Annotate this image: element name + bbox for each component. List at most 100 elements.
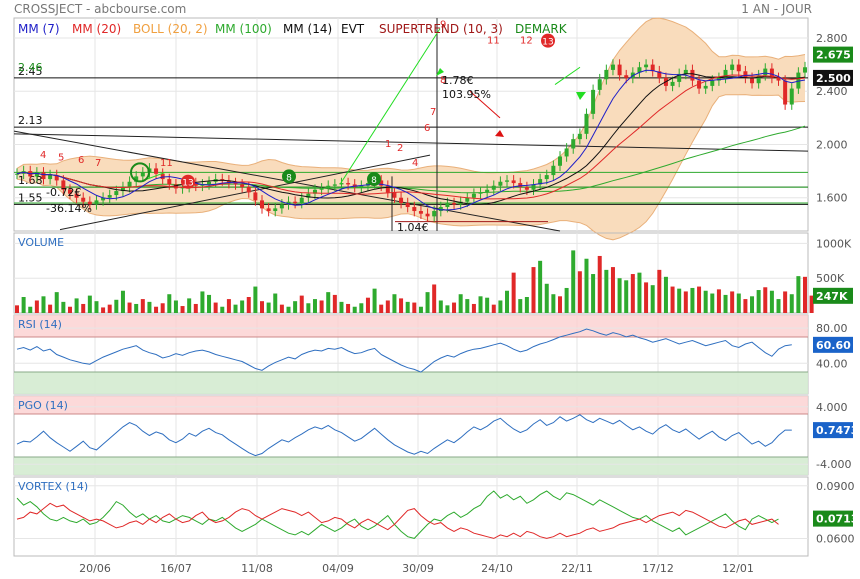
candle-body: [293, 201, 298, 204]
volume-bar: [518, 299, 523, 313]
volume-bar: [544, 283, 549, 313]
period-label[interactable]: 1 AN - JOUR: [741, 2, 812, 16]
volume-bar: [657, 269, 662, 313]
candle-body: [723, 69, 728, 78]
volume-bar: [180, 306, 185, 313]
rsi-tick-label: 40.00: [816, 357, 848, 370]
arrow-green: [554, 66, 581, 85]
candle-body: [359, 185, 364, 188]
pgo-line: [16, 414, 792, 457]
vortex-last-value: 0.0713: [816, 513, 858, 526]
volume-bar: [61, 301, 66, 313]
volume-bar: [253, 286, 258, 313]
x-tick-label: 20/06: [79, 562, 111, 575]
candle-body: [564, 148, 569, 157]
volume-bar: [756, 290, 761, 313]
x-tick-label: 24/10: [481, 562, 513, 575]
candle-body: [120, 187, 125, 192]
trend-line: [59, 154, 431, 231]
volume-bar: [471, 303, 476, 313]
level-label: 2.13: [18, 114, 43, 127]
candle-body: [756, 75, 761, 84]
annotation: 2.46: [18, 61, 43, 74]
volume-bar: [147, 301, 152, 313]
mm20-line: [16, 74, 806, 200]
annotation: -36.14%: [46, 202, 92, 215]
volume-bar: [491, 304, 496, 313]
candle-body: [154, 168, 159, 174]
candle-body: [683, 69, 688, 74]
volume-bar: [392, 294, 397, 313]
pgo-last-value: 0.7473: [816, 424, 858, 437]
candle-body: [67, 189, 72, 194]
candle-body: [796, 72, 801, 89]
volume-bar: [505, 290, 510, 313]
candle-body: [15, 173, 19, 175]
volume-bar: [789, 294, 794, 313]
volume-bar: [690, 287, 695, 313]
volume-bar: [154, 306, 159, 313]
candle-body: [425, 213, 430, 217]
volume-bar: [319, 300, 324, 313]
candle-body: [286, 201, 291, 205]
volume-bar: [412, 302, 417, 313]
volume-bar: [703, 290, 708, 313]
volume-bar: [326, 292, 331, 313]
volume-bar: [677, 288, 682, 313]
candle-body: [392, 192, 397, 198]
candle-body: [524, 187, 529, 190]
trend-line: [13, 133, 809, 152]
x-tick-label: 11/08: [241, 562, 273, 575]
volume-bar: [438, 300, 443, 313]
candle-body: [332, 184, 337, 186]
volume-bar: [670, 286, 675, 313]
candle-body: [511, 180, 516, 184]
price-last-value-bg: [813, 46, 853, 63]
demark-count: 9: [440, 19, 446, 30]
legend-item: MM (100): [215, 22, 272, 36]
volume-bar: [233, 304, 238, 313]
volume-bar: [101, 307, 106, 313]
candle-body: [478, 192, 483, 194]
vortex-panel: 0.0900 0.0600 VORTEX (14) 0.0713: [13, 476, 858, 557]
volume-bar: [200, 291, 205, 313]
rsi-last-value-bg: [813, 336, 853, 353]
arrow-red-head: [495, 130, 504, 137]
candle-body: [604, 69, 609, 80]
demark-badge-label: 13: [542, 38, 553, 48]
candle-body: [279, 204, 284, 209]
demark-count: 12: [520, 35, 533, 46]
volume-bar: [306, 303, 311, 313]
volume-bar: [279, 304, 284, 313]
volume-bar: [577, 271, 582, 313]
candle-body: [505, 180, 510, 182]
volume-bar: [478, 296, 483, 313]
volume-bar: [637, 272, 642, 313]
volume-bar: [730, 291, 735, 313]
volume-bar: [140, 299, 145, 313]
volume-bar: [511, 272, 516, 313]
volume-bar: [498, 300, 503, 313]
candle-body: [253, 192, 258, 201]
rsi-tick-label: 80.00: [816, 322, 848, 335]
candle-body: [657, 71, 662, 78]
candle-body: [306, 193, 311, 198]
demark-count: 4: [412, 158, 418, 169]
volume-bar: [809, 295, 814, 313]
candle-body: [385, 185, 390, 193]
legend: MM (7) MM (20) BOLL (20, 2) MM (100) MM (14)…: [18, 22, 568, 36]
volume-bar: [365, 297, 370, 313]
vortex-tick-label: 0.0600: [816, 532, 855, 545]
candle-body: [491, 185, 496, 190]
demark-badge-label: 8: [371, 176, 377, 186]
vortex-tick-label: 0.0900: [816, 480, 855, 493]
price-tick-label: 2.400: [816, 85, 848, 98]
volume-bar: [418, 306, 423, 313]
volume-bar: [160, 303, 165, 313]
volume-bar: [796, 276, 801, 313]
candle-body: [458, 201, 463, 205]
candle-body: [531, 184, 536, 190]
demark-badge: [181, 174, 195, 189]
